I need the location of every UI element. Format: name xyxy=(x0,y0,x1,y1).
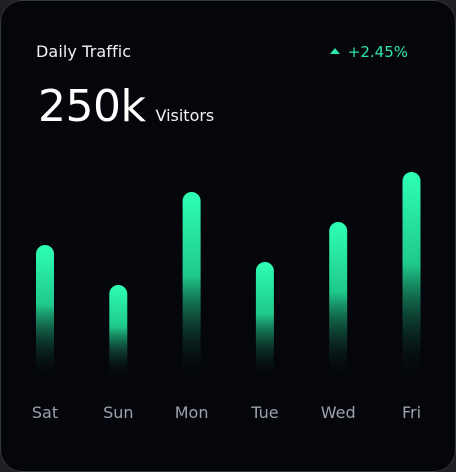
x-tick-label: Wed xyxy=(320,403,356,422)
bar-wed xyxy=(329,222,348,377)
bar-fri xyxy=(402,172,421,377)
visitors-summary: 250k Visitors xyxy=(38,81,214,132)
change-value: +2.45% xyxy=(347,43,408,61)
card-title: Daily Traffic xyxy=(36,42,132,61)
x-tick-label: Fri xyxy=(401,403,422,422)
bar-sun xyxy=(109,285,128,377)
x-tick-label: Mon xyxy=(174,403,209,422)
visitors-unit: Visitors xyxy=(155,106,215,125)
bar-tue xyxy=(255,262,274,377)
bar-sat xyxy=(36,245,54,377)
x-tick-label: Sat xyxy=(31,403,59,422)
x-tick-label: Tue xyxy=(251,403,279,422)
visitors-count: 250k xyxy=(38,81,146,132)
change-indicator: +2.45% xyxy=(329,43,408,61)
arrow-up-icon xyxy=(329,47,340,54)
x-tick-label: Sun xyxy=(103,403,134,422)
bar-mon xyxy=(182,192,201,377)
